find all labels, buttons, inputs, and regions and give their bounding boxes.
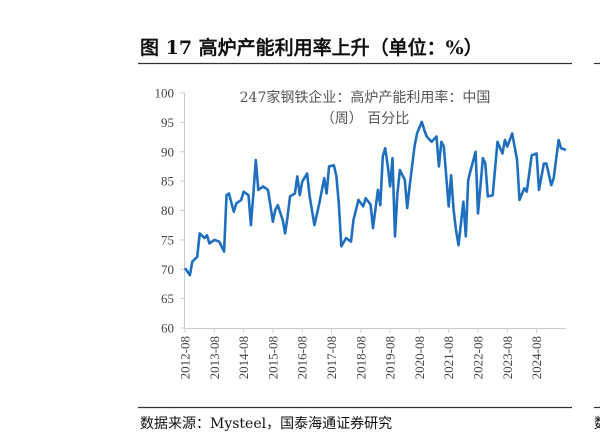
plot-area [183,120,567,277]
x-tick-label: 2018-08 [353,336,368,379]
y-tick-label: 75 [161,232,174,247]
x-tick-label: 2024-08 [529,336,544,379]
y-tick-label: 95 [161,115,174,130]
x-tick-label: 2016-08 [295,336,310,379]
x-tick-label: 2014-08 [236,336,251,379]
figure-title: 图 17 高炉产能利用率上升（单位：%） [140,36,483,59]
chart-title-line2: （周） 百分比 [321,111,409,127]
x-tick-label: 2020-08 [412,336,427,379]
x-tick-label: 2021-08 [441,336,456,379]
y-tick-label: 80 [161,203,174,218]
x-tick-label: 2022-08 [471,336,486,379]
y-tick-label: 100 [155,86,175,101]
source-note: 数据来源：Mysteel，国泰海通证券研究 [140,416,392,432]
y-tick-label: 70 [161,262,174,277]
y-tick-label: 85 [161,174,174,189]
y-tick-label: 60 [161,321,174,336]
x-axis: 2012-08 2013-08 2014-08 2015-08 2016-08 2017-… [178,328,566,379]
x-tick-label: 2017-08 [324,336,339,379]
series-line [183,120,567,277]
y-tick-label: 65 [161,291,174,306]
x-tick-label: 2012-08 [178,336,193,379]
x-tick-label: 2015-08 [265,336,280,379]
x-tick-label: 2019-08 [383,336,398,379]
chart-title-line1: 247家钢铁企业：高炉产能利用率：中国 [240,89,491,106]
adjacent-source-fragment: 数 [594,416,600,432]
x-tick-label: 2013-08 [207,336,222,379]
y-axis: 60 65 70 75 80 85 90 95 100 [155,86,185,336]
y-tick-label: 90 [161,144,174,159]
x-tick-label: 2023-08 [500,336,515,379]
